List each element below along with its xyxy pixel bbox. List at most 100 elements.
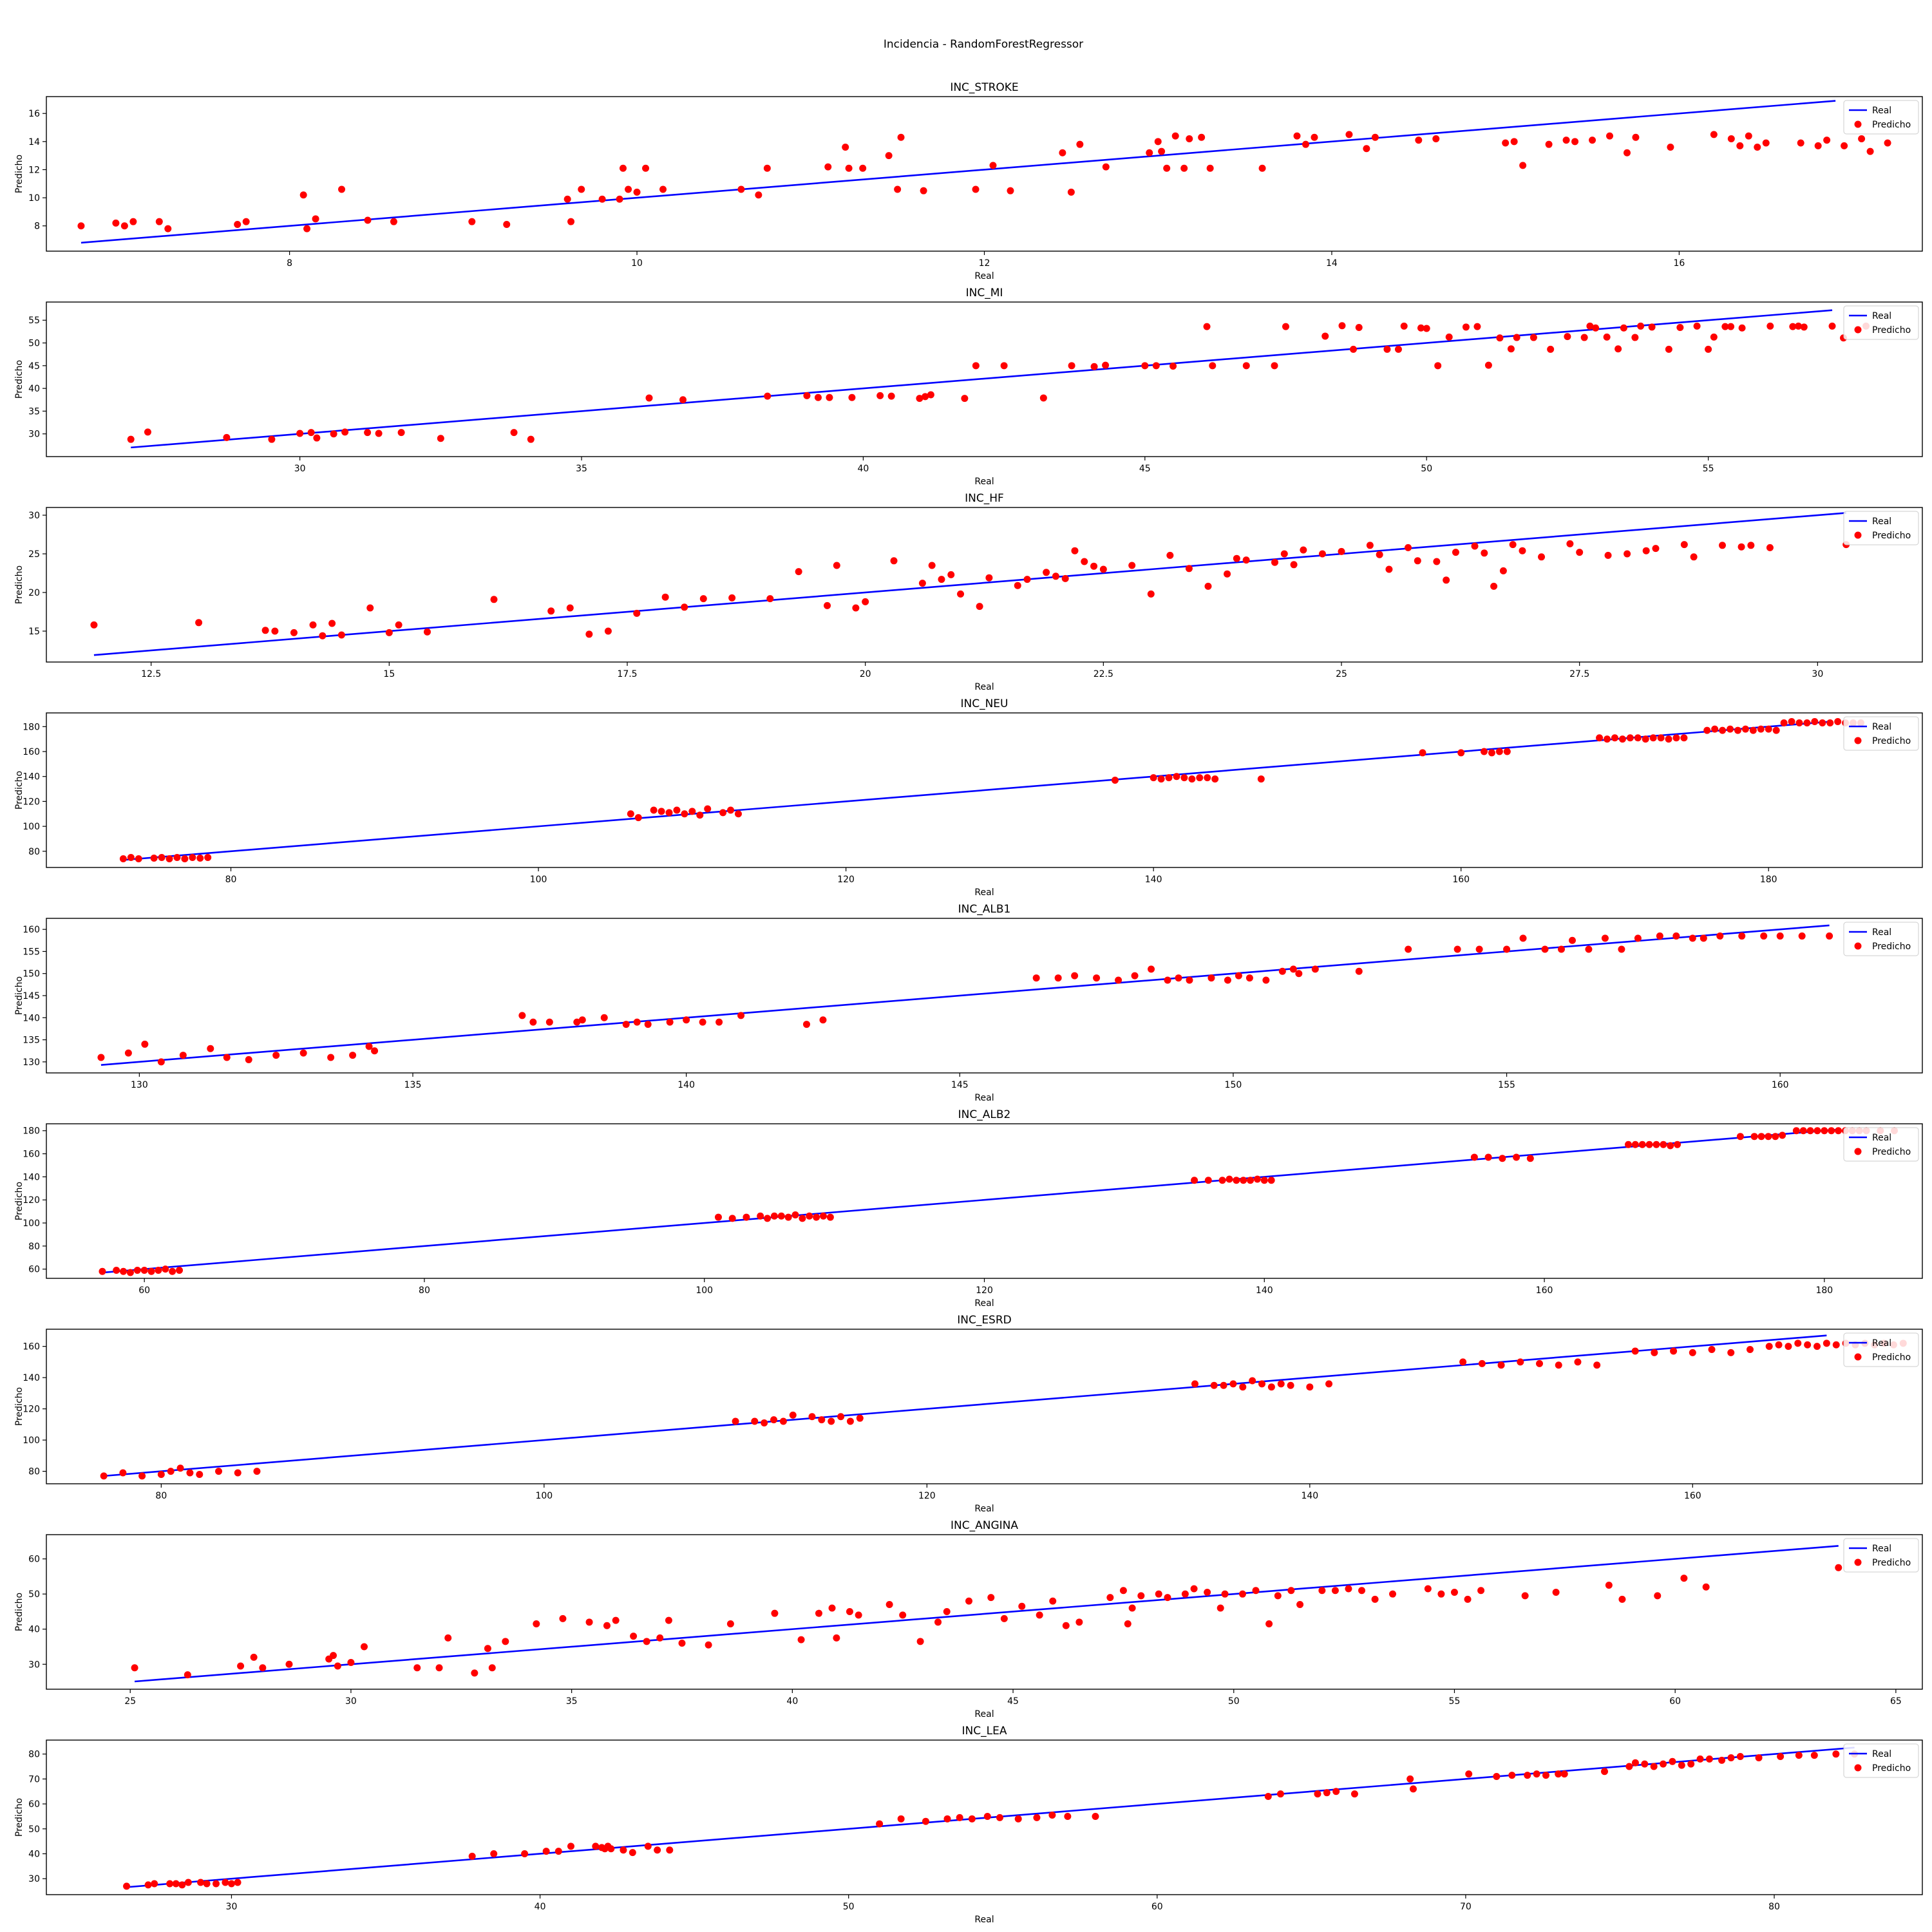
x-tick-label: 120 [837,875,855,885]
predicted-point [1574,1358,1582,1366]
predicted-point [1253,1175,1261,1183]
predicted-point [1071,972,1079,980]
legend-label-real: Real [1872,1544,1891,1554]
predicted-point [1547,345,1555,353]
predicted-point [1513,334,1520,341]
predicted-point [1242,556,1250,564]
predicted-point [1473,323,1481,330]
predicted-point [1235,972,1242,980]
predicted-point [1032,974,1040,982]
predicted-point [1406,1775,1414,1783]
predicted-point [1626,734,1634,742]
predicted-point [1157,775,1165,783]
predicted-point [1795,1752,1803,1759]
predicted-point [234,1879,242,1886]
predicted-point [885,152,893,160]
predicted-point [1542,1772,1549,1779]
predicted-point [1631,1141,1639,1148]
x-tick-label: 25 [1336,669,1347,679]
subplot-title: INC_ALB1 [958,903,1011,916]
predicted-point [330,1652,337,1660]
predicted-point [1409,1785,1417,1793]
predicted-point [309,621,317,629]
predicted-point [1766,544,1774,551]
predicted-point [1434,362,1442,370]
predicted-point [791,1211,799,1218]
predicted-point [151,1880,158,1888]
x-tick-label: 55 [1703,464,1714,474]
predicted-point [987,1594,995,1602]
predicted-point [1507,345,1515,353]
predicted-point [1785,1343,1792,1350]
predicted-point [645,394,653,402]
predicted-point [1806,1127,1814,1135]
y-tick-label: 60 [28,1265,40,1275]
predicted-point [1634,734,1642,742]
predicted-point [1601,934,1609,942]
predicted-point [1734,726,1741,734]
predicted-point [607,1845,615,1853]
predicted-point [1502,139,1510,147]
predicted-point [1290,561,1298,569]
predicted-point [1204,1588,1211,1596]
x-tick-label: 80 [1768,1902,1780,1912]
predicted-point [1081,558,1088,565]
predicted-point [140,1266,148,1274]
predicted-point [1564,333,1571,341]
legend-label-predicho: Predicho [1872,1763,1911,1774]
predicted-point [1252,1587,1260,1595]
predicted-point [1624,1141,1632,1148]
predicted-point [1552,1588,1560,1596]
predicted-point [203,1880,211,1888]
plot-area [77,100,1891,244]
predicted-point [1656,932,1663,940]
predicted-point [1146,149,1153,156]
predicted-point [1738,932,1746,940]
predicted-point [1509,541,1517,549]
predicted-point [1417,324,1425,332]
predicted-point [1747,542,1755,549]
legend-label-real: Real [1872,516,1891,527]
y-tick-label: 70 [28,1774,40,1785]
predicted-point [732,1417,739,1425]
axes-frame [46,1329,1923,1484]
predicted-point [855,1611,862,1619]
predicted-point [1638,1141,1646,1148]
predicted-point [1102,361,1110,369]
predicted-point [1062,1622,1070,1629]
legend: Real Predicho [1843,100,1919,135]
predicted-point [1652,545,1660,553]
x-tick-label: 70 [1460,1902,1472,1912]
predicted-point [833,562,840,569]
x-tick-label: 160 [1452,875,1470,885]
predicted-point [1727,1349,1735,1356]
predicted-point [1394,345,1402,353]
predicted-point [1605,1582,1613,1589]
predicted-point [696,811,704,819]
predicted-point [1738,543,1745,551]
predicted-point [1519,547,1526,554]
legend-label-real: Real [1872,1338,1891,1349]
predicted-point [488,1664,496,1672]
predicted-point [126,1269,134,1276]
predicted-point [1687,1760,1695,1768]
predicted-point [620,1846,627,1854]
predicted-point [502,1638,509,1645]
subplot-inc-alb2: INC_ALB2 60 80 100 120 140 160 180 60 80 100 120 140… [14,1108,1923,1309]
predicted-point [1672,932,1680,940]
predicted-point [1064,1812,1072,1820]
predicted-point [972,185,980,193]
predicted-point [437,435,444,442]
predicted-point [490,1850,498,1858]
predicted-point [1832,1750,1840,1758]
predicted-point [529,1018,537,1026]
predicted-point [1519,934,1527,942]
predicted-point [1788,718,1795,726]
y-tick-label: 80 [28,1750,40,1760]
predicted-point [1258,1380,1266,1388]
predicted-point [375,430,383,437]
subplot-inc-angina: INC_ANGINA 25 30 35 40 45 50 55 60 65 30 40 50 60 Real… [14,1519,1923,1719]
x-axis-label: Real [974,887,994,898]
predicted-point [1828,1127,1835,1135]
predicted-point [1618,945,1625,953]
